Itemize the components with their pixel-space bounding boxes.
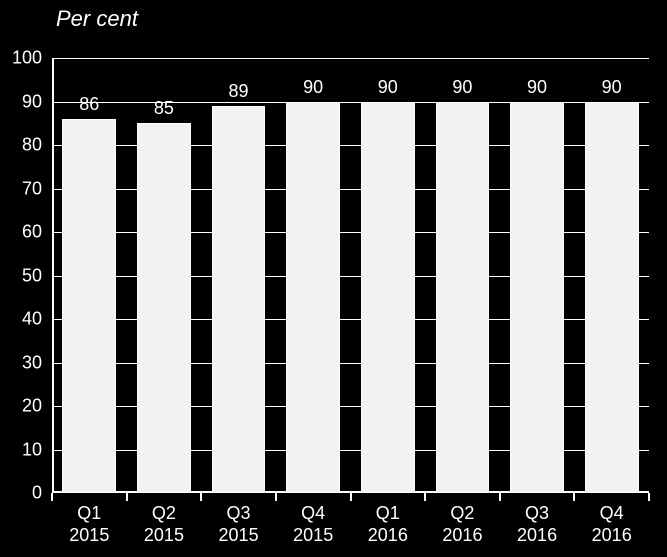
x-tick-line2: 2015 [69,525,109,547]
x-tick-line2: 2016 [442,525,482,547]
x-tick-mark [424,493,426,501]
bar [137,123,191,493]
x-tick-line2: 2016 [368,525,408,547]
bar-value-label: 90 [378,77,398,98]
x-tick-label: Q12016 [368,503,408,546]
plot-area: 86 85 89 90 90 90 90 90 [52,58,649,493]
x-tick-label: Q22016 [442,503,482,546]
x-tick-line1: Q1 [376,503,400,523]
bar [436,102,490,494]
x-tick-line2: 2015 [219,525,259,547]
x-tick-line1: Q2 [152,503,176,523]
x-tick-label: Q12015 [69,503,109,546]
x-tick-line2: 2016 [592,525,632,547]
x-tick-mark [648,493,650,501]
x-tick-mark [275,493,277,501]
x-tick-line2: 2015 [293,525,333,547]
x-tick-mark [200,493,202,501]
bar-value-label: 90 [303,77,323,98]
bar-value-label: 89 [229,81,249,102]
bar [361,102,415,494]
x-tick-line1: Q1 [77,503,101,523]
bar [585,102,639,494]
bar [62,119,116,493]
x-tick-line2: 2015 [144,525,184,547]
bar [286,102,340,494]
x-tick-mark [51,493,53,501]
x-tick-label: Q32016 [517,503,557,546]
bar-value-label: 90 [452,77,472,98]
x-tick-line1: Q4 [301,503,325,523]
bar-chart: Per cent 8685899090909090 01020304050607… [0,0,667,557]
bar-value-label: 85 [154,98,174,119]
x-tick-line1: Q3 [227,503,251,523]
bar [212,106,266,493]
x-tick-mark [573,493,575,501]
gridline [52,58,649,59]
x-tick-mark [350,493,352,501]
x-tick-mark [499,493,501,501]
x-tick-label: Q42016 [592,503,632,546]
x-tick-label: Q32015 [219,503,259,546]
bar-value-label: 86 [79,94,99,115]
x-tick-label: Q22015 [144,503,184,546]
x-tick-line1: Q2 [450,503,474,523]
x-tick-line1: Q4 [600,503,624,523]
x-tick-line1: Q3 [525,503,549,523]
bar [510,102,564,494]
x-tick-line2: 2016 [517,525,557,547]
bar-value-label: 90 [527,77,547,98]
y-axis-title: Per cent [56,6,138,32]
bar-value-label: 90 [602,77,622,98]
x-tick-mark [126,493,128,501]
x-tick-label: Q42015 [293,503,333,546]
